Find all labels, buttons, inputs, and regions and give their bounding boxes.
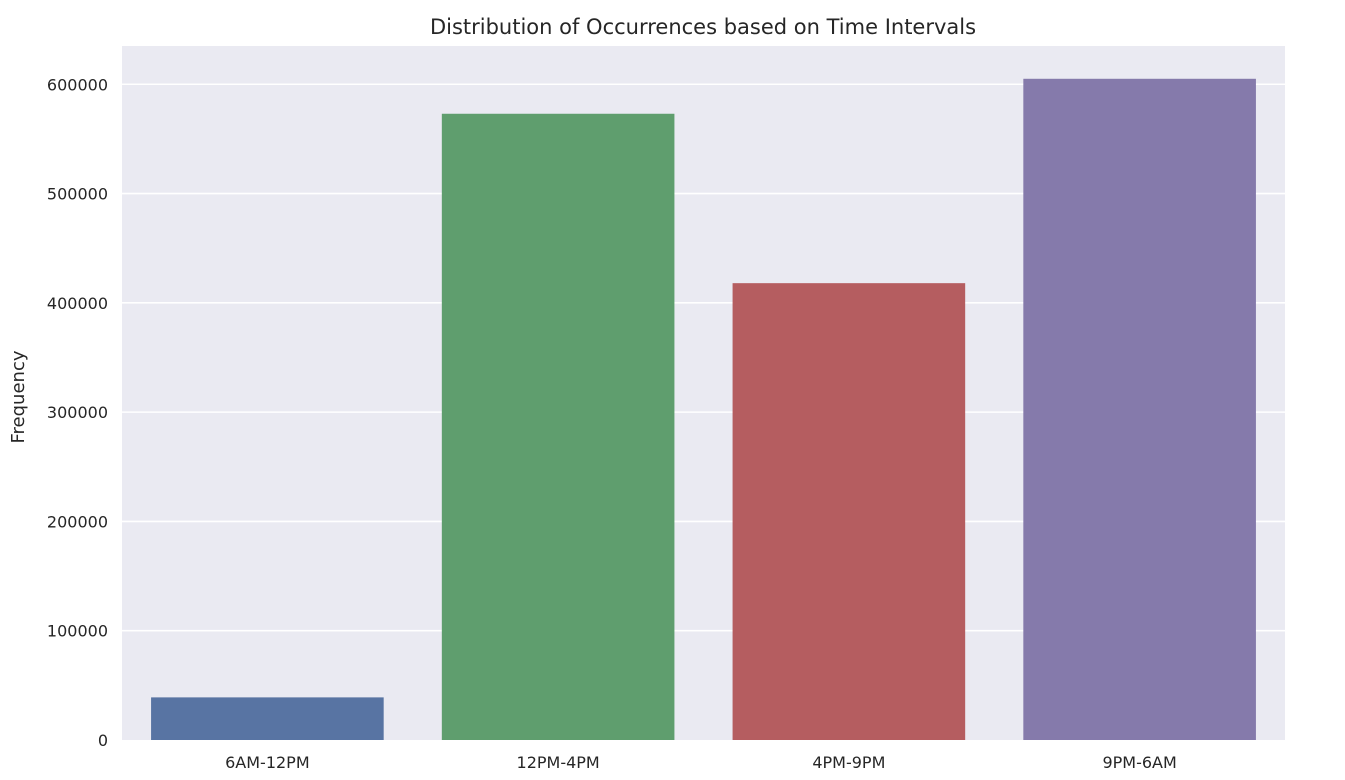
y-tick-label: 600000: [47, 75, 108, 94]
x-tick-label: 12PM-4PM: [517, 753, 600, 772]
y-tick-label: 400000: [47, 294, 108, 313]
bar-9pm-6am: [1023, 78, 1256, 740]
bar-4pm-9pm: [732, 283, 966, 740]
y-tick-label: 100000: [47, 622, 108, 641]
bar-12pm-4pm: [441, 113, 675, 741]
y-tick-label: 300000: [47, 403, 108, 422]
y-tick-label: 500000: [47, 185, 108, 204]
x-tick-label: 6AM-12PM: [225, 753, 310, 772]
y-tick-label: 0: [98, 731, 108, 750]
y-axis-label: Frequency: [8, 350, 29, 443]
x-tick-labels: 6AM-12PM 12PM-4PM 4PM-9PM 9PM-6AM: [225, 753, 1177, 772]
chart-title: Distribution of Occurrences based on Tim…: [430, 15, 976, 39]
bars: [151, 78, 1256, 741]
x-tick-label: 9PM-6AM: [1102, 753, 1176, 772]
bar-6am-12pm: [151, 697, 384, 740]
x-tick-label: 4PM-9PM: [812, 753, 885, 772]
y-tick-label: 200000: [47, 512, 108, 531]
y-tick-labels: 0 100000 200000 300000 400000 500000 600000: [47, 75, 108, 750]
